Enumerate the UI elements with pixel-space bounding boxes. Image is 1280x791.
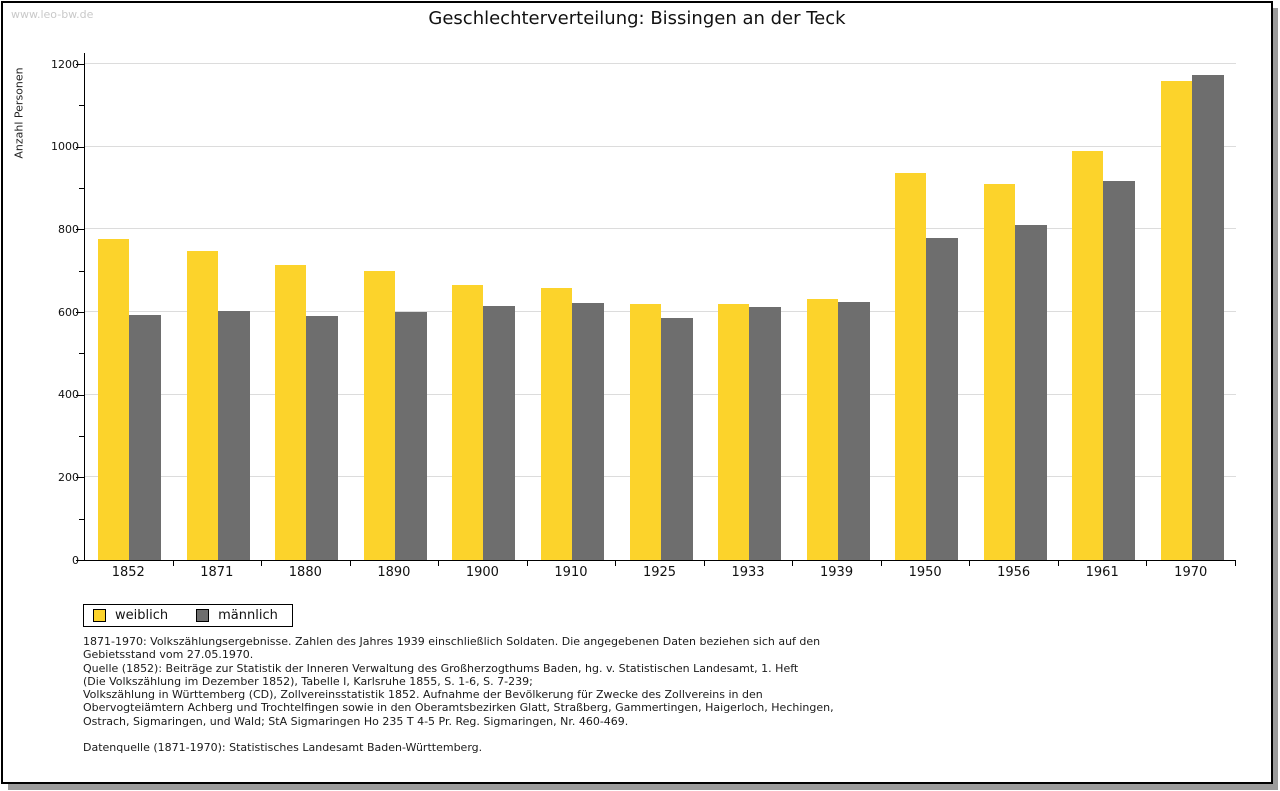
footnote-line-7: Ostrach, Sigmaringen, und Wald; StA Sigm… [83, 714, 629, 728]
x-label-1880: 1880 [288, 565, 322, 580]
x-tick-5 [526, 560, 528, 566]
bar-weiblich-1900 [452, 284, 484, 560]
y-major-tick-200 [76, 477, 84, 479]
gridline-800 [85, 228, 1236, 230]
x-tick-10 [969, 560, 971, 566]
x-label-1950: 1950 [908, 565, 942, 580]
footnote-line-3: Quelle (1852): Beiträge zur Statistik de… [83, 661, 799, 675]
bar-maennlich-1970 [1191, 75, 1224, 560]
y-tick-label-1200: 1200 [51, 57, 79, 71]
x-tick-6 [615, 560, 617, 566]
y-tick-label-1000: 1000 [51, 140, 79, 154]
footnote-line-1: 1871-1970: Volkszählungsergebnisse. Zahl… [83, 635, 821, 648]
bar-maennlich-1890 [394, 312, 427, 560]
bar-maennlich-1956 [1014, 225, 1047, 560]
x-tick-13 [1235, 560, 1236, 566]
bar-maennlich-1925 [660, 317, 693, 560]
bar-weiblich-1852 [98, 238, 130, 560]
gridline-600 [85, 311, 1236, 312]
bar-weiblich-1910 [540, 288, 572, 560]
legend-label-maennlich: männlich [218, 608, 278, 623]
bar-maennlich-1950 [926, 238, 959, 560]
chart-title: Geschlechterverteilung: Bissingen an der… [428, 8, 846, 29]
y-tick-label-200: 200 [58, 470, 79, 484]
footnote-line-6: Obervogteiämtern Achberg und Trochtelfin… [83, 701, 834, 715]
bar-maennlich-1880 [306, 316, 339, 560]
maennlich-swatch-icon [196, 609, 210, 622]
y-major-tick-800 [76, 229, 84, 231]
watermark-text: www.leo-bw.de [11, 8, 94, 21]
x-label-1939: 1939 [820, 565, 854, 580]
bar-weiblich-1925 [629, 304, 661, 560]
plot-area [84, 53, 1236, 561]
y-major-tick-1200 [76, 64, 84, 65]
gridline-1000 [85, 145, 1236, 147]
y-minor-tick-1100 [79, 105, 84, 107]
datasource-line: Datenquelle (1871-1970): Statistisches L… [83, 741, 483, 755]
y-minor-tick-300 [79, 436, 84, 437]
legend-item-maennlich: männlich [196, 608, 278, 623]
x-tick-3 [349, 560, 351, 566]
bar-maennlich-1933 [749, 306, 782, 560]
x-label-1933: 1933 [731, 565, 765, 580]
bar-weiblich-1933 [718, 304, 750, 560]
y-major-tick-600 [76, 312, 84, 313]
bar-weiblich-1939 [806, 299, 838, 560]
bar-maennlich-1852 [129, 314, 162, 560]
y-major-tick-400 [76, 394, 84, 396]
footnote-spacer [83, 728, 1253, 741]
footnote-line-2: Gebietsstand vom 27.05.1970. [83, 648, 254, 662]
x-label-1970: 1970 [1174, 565, 1208, 580]
y-minor-tick-900 [79, 188, 84, 189]
y-minor-tick-100 [79, 518, 84, 520]
bar-maennlich-1900 [483, 306, 516, 560]
y-axis-title: Anzahl Personen [12, 67, 26, 159]
y-tick-label-800: 800 [58, 222, 79, 236]
legend: weiblich männlich [83, 604, 293, 627]
x-label-1925: 1925 [642, 565, 677, 580]
x-tick-9 [880, 560, 882, 566]
x-tick-4 [438, 560, 440, 566]
y-major-tick-0 [76, 560, 84, 561]
x-label-1890: 1890 [377, 565, 411, 580]
x-label-1956: 1956 [997, 565, 1031, 580]
y-major-tick-1000 [76, 146, 84, 148]
footnote-line-4: (Die Volkszählung im Dezember 1852), Tab… [83, 674, 533, 688]
bar-weiblich-1890 [363, 270, 395, 560]
bar-weiblich-1956 [983, 184, 1015, 560]
gridline-1200 [85, 63, 1236, 64]
bar-weiblich-1880 [275, 265, 307, 560]
bar-maennlich-1939 [837, 302, 870, 560]
x-label-1871: 1871 [200, 565, 234, 580]
bar-weiblich-1871 [186, 251, 218, 560]
x-tick-2 [261, 560, 263, 566]
x-tick-12 [1146, 560, 1148, 566]
legend-item-weiblich: weiblich [93, 608, 168, 623]
y-tick-label-0: 0 [41, 554, 79, 567]
bar-weiblich-1970 [1160, 80, 1192, 560]
x-tick-7 [703, 560, 705, 566]
bar-maennlich-1910 [571, 303, 604, 560]
footnotes: 1871-1970: Volkszählungsergebnisse. Zahl… [83, 635, 1253, 755]
x-label-1910: 1910 [554, 565, 588, 580]
weiblich-swatch-icon [93, 609, 106, 622]
x-tick-8 [792, 560, 794, 566]
legend-label-weiblich: weiblich [115, 608, 169, 623]
y-minor-tick-700 [79, 270, 84, 272]
bar-weiblich-1950 [895, 173, 927, 560]
y-tick-label-400: 400 [58, 388, 79, 402]
footnote-line-5: Volkszählung in Württemberg (CD), Zollve… [83, 688, 763, 702]
bar-maennlich-1961 [1103, 181, 1136, 560]
y-minor-tick-500 [79, 353, 84, 355]
x-label-1961: 1961 [1085, 565, 1119, 580]
bar-maennlich-1871 [217, 311, 250, 560]
x-label-1900: 1900 [465, 565, 499, 580]
x-tick-11 [1057, 560, 1059, 566]
x-label-1852: 1852 [111, 565, 145, 580]
y-tick-label-600: 600 [58, 305, 79, 319]
x-tick-1 [172, 560, 174, 566]
bar-weiblich-1961 [1072, 150, 1104, 560]
